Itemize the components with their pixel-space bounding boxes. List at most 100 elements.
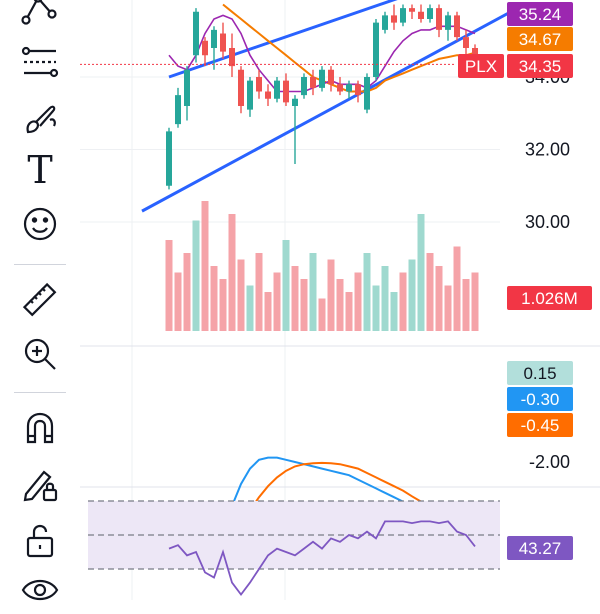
candle-body <box>463 37 469 48</box>
candle-body <box>373 22 379 77</box>
volume-tag <box>507 286 592 310</box>
candle-body <box>166 131 172 186</box>
eye-icon[interactable] <box>10 566 70 614</box>
volume-bar <box>291 266 299 331</box>
volume-bar <box>246 285 254 331</box>
candle-body <box>337 84 343 92</box>
text-tool-icon[interactable]: T <box>27 148 53 192</box>
candle-body <box>175 95 181 125</box>
volume-bar <box>354 272 362 331</box>
candle-body <box>229 48 235 67</box>
volume-bar <box>426 253 434 331</box>
volume-bar <box>363 253 371 331</box>
candle-body <box>193 11 199 56</box>
macd-signal-tag <box>507 413 573 437</box>
candle-body <box>391 15 397 23</box>
ma-slow-tag-label: 34.67 <box>519 30 562 49</box>
unlock-icon[interactable] <box>10 516 70 564</box>
magnet-icon[interactable] <box>10 404 70 452</box>
rsi-line <box>168 520 476 596</box>
candle-body <box>436 8 442 30</box>
volume-bar <box>273 272 281 331</box>
last-price-tag <box>507 54 573 78</box>
macd-signal-tag-label: -0.45 <box>521 416 560 435</box>
volume-bar <box>408 259 416 331</box>
volume-bar <box>165 240 173 331</box>
emoji-icon[interactable] <box>10 200 70 248</box>
volume-bar <box>183 253 191 331</box>
ma-fast-tag <box>507 2 573 26</box>
volume-bar <box>444 285 452 331</box>
candle-body <box>418 11 424 19</box>
volume-bar <box>327 259 335 331</box>
candle-body <box>328 69 334 85</box>
volume-bar <box>219 279 227 331</box>
symbol-tag-label: PLX <box>465 57 497 76</box>
candle-body <box>427 8 433 19</box>
volume-bar <box>462 279 470 331</box>
volume-tag-label: 1.026M <box>521 289 578 308</box>
drawing-toolbar: T <box>0 0 80 601</box>
volume-bar <box>390 292 398 331</box>
macd-value-tag-label: -0.30 <box>521 390 560 409</box>
fib-tool-icon[interactable] <box>10 38 70 86</box>
volume-bar <box>210 266 218 331</box>
volume-bar <box>192 220 200 331</box>
ma-fast-tag-label: 35.24 <box>519 5 562 24</box>
brush-icon[interactable] <box>10 94 70 142</box>
rsi-tag-label: 43.27 <box>519 539 562 558</box>
zoom-in-icon[interactable] <box>10 330 70 378</box>
volume-bar <box>372 285 380 331</box>
candle-body <box>238 69 244 106</box>
candle-body <box>301 77 307 96</box>
volume-bar <box>264 292 272 331</box>
channel-lower-line <box>141 10 512 213</box>
candle-body <box>274 80 280 99</box>
candle-body <box>265 91 271 99</box>
volume-bar <box>381 266 389 331</box>
macd-axis-tick-label: -2.00 <box>529 452 570 472</box>
candle-body <box>184 69 190 106</box>
candle-body <box>202 40 208 56</box>
y-axis-tick-label: 32.00 <box>525 140 570 160</box>
ma-slow-tag <box>507 27 573 51</box>
candle-body <box>400 8 406 23</box>
candle-body <box>310 77 316 88</box>
toolbar-divider <box>14 392 66 393</box>
macd-value-tag <box>507 387 573 411</box>
chart-canvas[interactable]: 34.0032.0030.0035.2434.67PLX34.351.026M-… <box>80 0 600 600</box>
macd-histogram-tag-label: 0.15 <box>523 364 556 383</box>
candle-body <box>211 29 217 48</box>
chart-area[interactable]: 34.0032.0030.0035.2434.67PLX34.351.026M-… <box>80 0 600 600</box>
volume-bar <box>471 272 479 331</box>
volume-bar <box>399 272 407 331</box>
candle-body <box>382 15 388 30</box>
candle-body <box>445 15 451 30</box>
volume-bar <box>228 214 236 331</box>
volume-bar <box>300 279 308 331</box>
rsi-tag <box>507 536 573 560</box>
candle-body <box>256 77 262 92</box>
ruler-icon[interactable] <box>10 276 70 324</box>
volume-bar <box>282 240 290 331</box>
candle-body <box>346 84 352 92</box>
candle-body <box>364 77 370 110</box>
volume-bar <box>201 201 209 331</box>
macd-histogram-tag <box>507 361 573 385</box>
toolbar-divider <box>14 264 66 265</box>
candle-body <box>409 8 415 12</box>
candle-body <box>247 80 253 110</box>
pattern-tool-icon[interactable] <box>10 0 70 34</box>
volume-bar <box>435 266 443 331</box>
channel-upper-line <box>168 0 398 79</box>
candle-body <box>355 84 361 96</box>
candle-body <box>454 15 460 38</box>
volume-bar <box>417 214 425 331</box>
candle-body <box>283 80 289 103</box>
volume-bar <box>336 279 344 331</box>
volume-bar <box>318 298 326 331</box>
volume-bar <box>255 253 263 331</box>
pencil-lock-icon[interactable] <box>10 460 70 508</box>
candle-body <box>220 33 226 52</box>
volume-bar <box>309 253 317 331</box>
